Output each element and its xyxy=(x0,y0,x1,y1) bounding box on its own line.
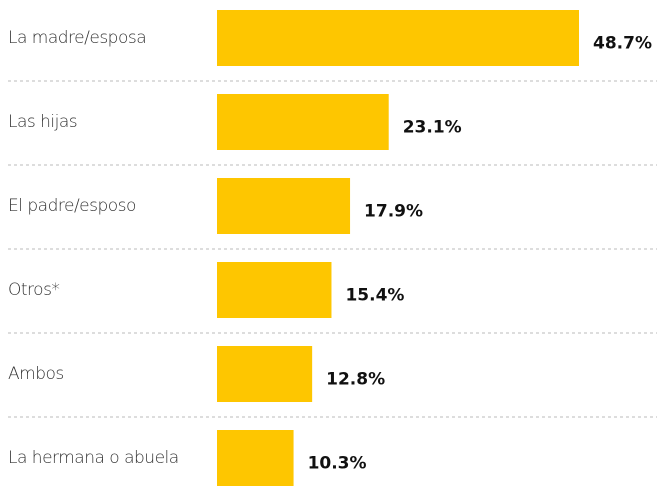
category-label: La hermana o abuela xyxy=(8,448,179,468)
value-label: 17.9% xyxy=(364,202,423,222)
category-label: Otros* xyxy=(8,280,59,300)
bar xyxy=(217,430,294,486)
category-label: La madre/esposa xyxy=(8,28,146,48)
value-label: 12.8% xyxy=(326,370,385,390)
bar xyxy=(217,178,351,234)
bar xyxy=(217,346,313,402)
value-label: 10.3% xyxy=(308,454,367,474)
value-label: 23.1% xyxy=(403,118,462,138)
bar xyxy=(217,94,389,150)
category-label: El padre/esposo xyxy=(8,196,136,216)
value-label: 48.7% xyxy=(593,34,652,54)
value-label: 15.4% xyxy=(345,286,404,306)
category-label: Ambos xyxy=(8,364,64,384)
bar xyxy=(217,262,332,318)
bar xyxy=(217,10,579,66)
category-label: Las hijas xyxy=(8,112,77,132)
